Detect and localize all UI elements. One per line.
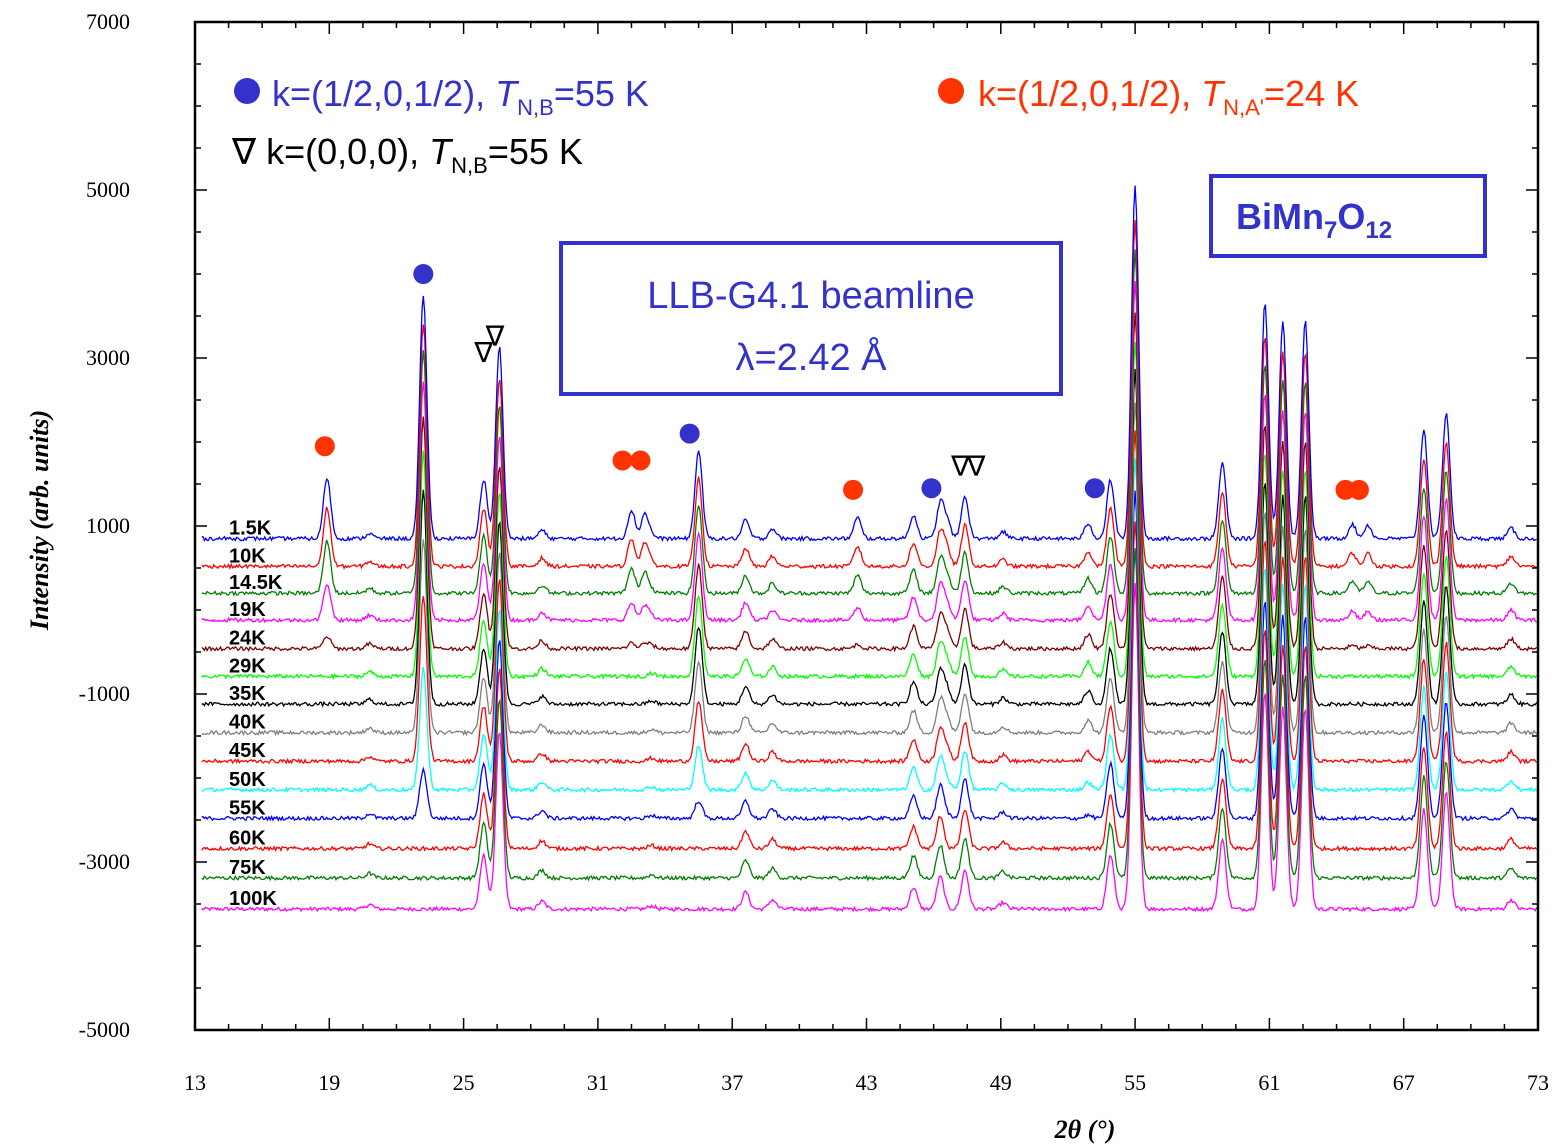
trace-label: 24K	[229, 628, 266, 650]
trace-75K	[201, 548, 1538, 882]
legend-blue-text: k=(1/2,0,1/2), TN,B=55 K	[272, 73, 649, 120]
magnetic-B-dot	[413, 264, 434, 284]
beamline-annotation: LLB-G4.1 beamline λ=2.42 Å	[559, 241, 1063, 396]
trace-19K	[201, 281, 1538, 624]
legend-red-dot	[938, 78, 964, 104]
trace-label: 10K	[229, 545, 266, 567]
trace-50K	[201, 458, 1538, 794]
x-tick-label: 31	[587, 1070, 609, 1095]
trace-label: 60K	[229, 828, 266, 850]
trace-label: 100K	[229, 888, 277, 910]
trace-label: 45K	[229, 740, 266, 762]
x-tick-label: 43	[856, 1070, 878, 1095]
trace-10K	[201, 220, 1537, 570]
y-tick-label: -5000	[79, 1017, 130, 1042]
y-tick-label: -1000	[79, 681, 130, 706]
trace-group	[201, 185, 1538, 913]
y-tick-label: -3000	[79, 849, 130, 874]
marker-group: ∇∇∇∇	[314, 264, 1369, 500]
x-tick-label: 73	[1527, 1070, 1549, 1095]
x-tick-label: 13	[184, 1070, 206, 1095]
x-tick-label: 25	[453, 1070, 475, 1095]
nuclear-triangle-marker: ∇	[473, 336, 493, 369]
x-tick-label: 55	[1124, 1070, 1146, 1095]
trace-55K	[201, 490, 1538, 822]
trace-label: 35K	[229, 683, 266, 705]
x-tick-label: 37	[721, 1070, 743, 1095]
trace-label: 14.5K	[229, 572, 283, 594]
magnetic-B-dot	[679, 423, 700, 444]
y-tick-label: 7000	[86, 9, 130, 34]
magnetic-B-dot	[921, 478, 942, 499]
y-tick-label: 1000	[86, 513, 130, 538]
x-tick-label: 61	[1258, 1070, 1280, 1095]
y-tick-labels: -5000 -3000 -1000 1000 3000 5000 7000	[79, 9, 130, 1042]
trace-label: 1.5K	[229, 518, 272, 540]
legend: k=(1/2,0,1/2), TN,B=55 K k=(1/2,0,1/2), …	[231, 73, 1359, 178]
trace-100K	[201, 582, 1538, 913]
trace-60K	[201, 521, 1538, 853]
magnetic-B-dot	[1084, 478, 1105, 499]
legend-triangle-text: ∇ k=(0,0,0), TN,B=55 K	[231, 131, 583, 178]
trace-label: 29K	[229, 655, 266, 677]
nuclear-triangle-marker: ∇	[485, 319, 505, 352]
trace-1.5K	[201, 185, 1537, 543]
trace-label: 75K	[229, 857, 266, 879]
trace-label: 19K	[229, 599, 266, 621]
x-tick-label: 19	[318, 1070, 340, 1095]
axis-ticks	[194, 21, 1539, 1031]
compound-formula: BiMn7O12	[1236, 196, 1392, 244]
x-tick-label: 49	[990, 1070, 1012, 1095]
y-axis-title: Intensity (arb. units)	[25, 410, 54, 631]
magnetic-A-dot	[630, 450, 651, 471]
compound-box	[1209, 174, 1487, 258]
magnetic-A-dot	[843, 479, 864, 500]
beamline-box	[559, 241, 1063, 396]
trace-45K	[201, 430, 1538, 765]
trace-label: 55K	[229, 797, 266, 819]
legend-blue-dot	[234, 78, 260, 104]
x-tick-label: 67	[1393, 1070, 1415, 1095]
trace-label: 40K	[229, 712, 266, 734]
x-axis-title: 2θ (°)	[1054, 1115, 1116, 1144]
y-tick-label: 5000	[86, 177, 130, 202]
nuclear-triangle-marker: ∇	[950, 450, 970, 483]
tick-marks	[194, 21, 1539, 1031]
nuclear-triangle-marker: ∇	[966, 450, 986, 483]
magnetic-A-dot	[612, 450, 633, 471]
trace-label: 50K	[229, 769, 266, 791]
plot-frame	[193, 20, 1540, 1032]
beamline-line2: λ=2.42 Å	[735, 335, 887, 379]
trace-24K	[201, 312, 1538, 653]
y-tick-label: 3000	[86, 345, 130, 370]
beamline-line1: LLB-G4.1 beamline	[647, 275, 974, 317]
x-tick-labels: 13 19 25 31 37 43 49 55 61 67 73	[184, 1070, 1549, 1095]
trace-29K	[201, 342, 1538, 681]
compound-annotation: BiMn7O12	[1209, 174, 1487, 258]
magnetic-A-dot	[1348, 479, 1369, 500]
trace-35K	[201, 368, 1538, 708]
magnetic-A-dot	[314, 436, 335, 457]
trace-40K	[201, 402, 1538, 737]
legend-red-text: k=(1/2,0,1/2), TN,A'=24 K	[978, 73, 1359, 120]
trace-14.5K	[201, 249, 1537, 597]
trace-labels: 1.5K 10K 14.5K 19K 24K 29K 35K 40K 45K 50K 55K 60K 7…	[229, 518, 283, 910]
